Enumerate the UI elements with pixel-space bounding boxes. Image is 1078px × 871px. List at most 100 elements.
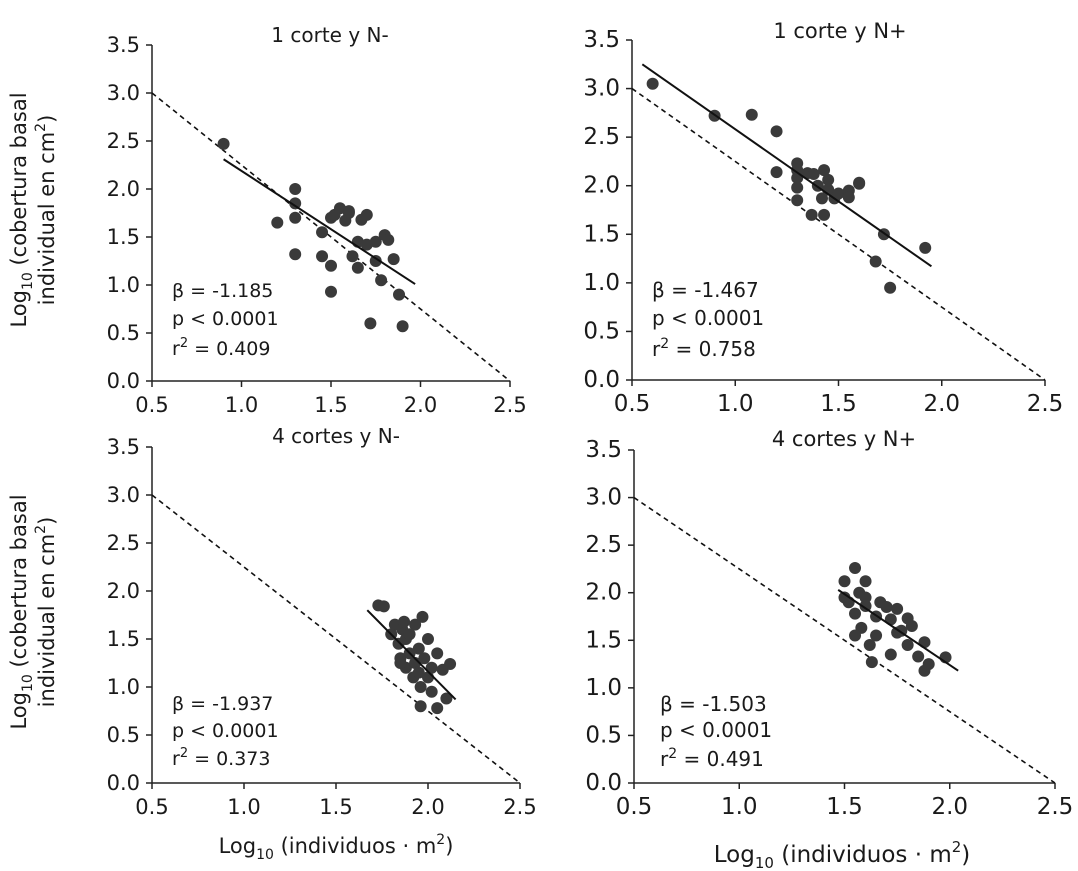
data-point bbox=[414, 700, 427, 713]
stat-p: p < 0.0001 bbox=[652, 306, 764, 330]
data-point bbox=[412, 666, 425, 679]
data-point bbox=[863, 639, 876, 652]
data-point bbox=[316, 250, 329, 263]
x-tick-label: 2.5 bbox=[1027, 391, 1064, 417]
data-point bbox=[422, 633, 434, 645]
data-point bbox=[842, 191, 855, 204]
data-point bbox=[859, 591, 872, 604]
data-point bbox=[791, 181, 804, 194]
data-point bbox=[409, 618, 422, 631]
y-tick-label: 0.5 bbox=[583, 318, 620, 344]
data-point bbox=[289, 197, 302, 210]
data-point bbox=[375, 274, 388, 287]
y-tick-label: 1.0 bbox=[585, 675, 622, 701]
data-point bbox=[325, 259, 337, 272]
data-point bbox=[316, 226, 329, 239]
data-point bbox=[351, 261, 364, 274]
x-tick-label: 2.5 bbox=[503, 795, 536, 819]
stat-r2: r2 = 0.758 bbox=[652, 336, 756, 361]
y-tick-label: 2.5 bbox=[107, 129, 140, 153]
data-point bbox=[891, 602, 904, 615]
fit-line bbox=[641, 63, 932, 268]
stat-beta: β = -1.937 bbox=[172, 693, 273, 715]
data-point bbox=[832, 187, 845, 200]
data-point bbox=[919, 241, 932, 254]
y-tick-label: 0.0 bbox=[583, 367, 620, 393]
x-tick-label: 1.5 bbox=[314, 393, 347, 417]
y-axis-label-top: Log10 (cobertura basal individual en cm2) bbox=[7, 92, 59, 327]
data-point bbox=[922, 658, 935, 671]
data-point bbox=[444, 657, 457, 670]
data-point bbox=[805, 208, 818, 221]
y-tick-label: 2.0 bbox=[585, 580, 622, 606]
y-tick-label: 2.5 bbox=[585, 532, 622, 558]
fit-line bbox=[223, 158, 416, 285]
y-tick-label: 3.0 bbox=[107, 483, 140, 507]
x-tick-label: 0.5 bbox=[616, 794, 653, 820]
x-tick-label: 2.0 bbox=[923, 391, 960, 417]
data-point bbox=[745, 108, 758, 121]
data-point bbox=[822, 173, 835, 186]
data-point bbox=[394, 657, 407, 669]
data-point bbox=[818, 164, 831, 177]
y-tick-label: 3.5 bbox=[585, 437, 622, 463]
data-point bbox=[865, 656, 878, 669]
x-axis-label-left: Log10 (individuos · m2) bbox=[219, 832, 454, 863]
x-tick-label: 2.0 bbox=[404, 393, 437, 417]
data-point bbox=[869, 255, 882, 268]
y-label-line1: Log10 (cobertura basal bbox=[7, 494, 36, 729]
y-tick-label: 1.5 bbox=[583, 221, 620, 247]
data-point bbox=[369, 235, 382, 248]
data-point bbox=[409, 657, 422, 669]
data-point bbox=[849, 561, 862, 574]
data-point bbox=[342, 207, 355, 219]
y-tick-label: 3.5 bbox=[107, 435, 140, 459]
x-axis-label-right: Log10 (individuos · m2) bbox=[714, 838, 971, 871]
y-tick-label: 3.0 bbox=[585, 485, 622, 511]
y-tick-label: 1.0 bbox=[583, 270, 620, 296]
stat-beta: β = -1.185 bbox=[172, 280, 273, 302]
data-point bbox=[398, 615, 411, 628]
data-point bbox=[393, 288, 406, 301]
x-tick-label: 1.5 bbox=[820, 391, 857, 417]
x-tick-label: 1.0 bbox=[717, 391, 754, 417]
data-point bbox=[325, 285, 337, 298]
data-point bbox=[412, 642, 425, 655]
data-point bbox=[884, 281, 897, 294]
y-tick-label: 3.5 bbox=[583, 27, 620, 53]
data-point bbox=[770, 166, 783, 179]
data-point bbox=[646, 77, 659, 90]
data-point bbox=[425, 661, 438, 674]
stat-beta: β = -1.503 bbox=[660, 692, 767, 716]
y-tick-label: 1.0 bbox=[107, 273, 140, 297]
reference-line bbox=[151, 92, 511, 382]
x-tick-label: 2.0 bbox=[411, 795, 444, 819]
panel-title: 4 cortes y N+ bbox=[772, 427, 916, 451]
chart-panel-4: 0.00.51.01.52.02.53.03.50.5 1.0 1.5 2.0 2.54… bbox=[585, 427, 1073, 820]
data-point bbox=[431, 647, 444, 660]
stat-p: p < 0.0001 bbox=[172, 720, 279, 742]
y-tick-label: 0.5 bbox=[107, 723, 140, 747]
data-point bbox=[791, 194, 804, 207]
data-point bbox=[271, 216, 284, 229]
y-tick-label: 2.5 bbox=[583, 124, 620, 150]
panels: 0.0 0.5 1.0 1.5 2.0 2.5 3.0 3.5 0.5 1.0 1.5 2.0 2.5 1… bbox=[107, 19, 1074, 820]
x-tick-label: 0.5 bbox=[135, 393, 168, 417]
chart-panel-3: 0.00.51.01.52.02.53.03.50.5 1.0 1.5 2.0 2.54… bbox=[107, 424, 537, 819]
y-label-line2: individual en cm2) bbox=[33, 517, 59, 708]
reference-line bbox=[633, 496, 1056, 784]
data-point bbox=[431, 702, 444, 715]
y-tick-label: 2.0 bbox=[583, 173, 620, 199]
x-tick-label: 1.5 bbox=[826, 794, 863, 820]
y-tick-label: 3.0 bbox=[107, 81, 140, 105]
data-point bbox=[815, 192, 828, 205]
chart-panel-1: 0.00.51.01.52.02.53.03.50.5 1.0 1.5 2.0 2.51… bbox=[107, 23, 527, 417]
data-point bbox=[289, 211, 302, 224]
x-tick-label: 1.5 bbox=[319, 795, 352, 819]
data-point bbox=[880, 600, 893, 613]
y-tick-label: 3.0 bbox=[583, 76, 620, 102]
data-point bbox=[289, 248, 302, 261]
data-point bbox=[818, 208, 831, 221]
data-point bbox=[853, 177, 866, 190]
